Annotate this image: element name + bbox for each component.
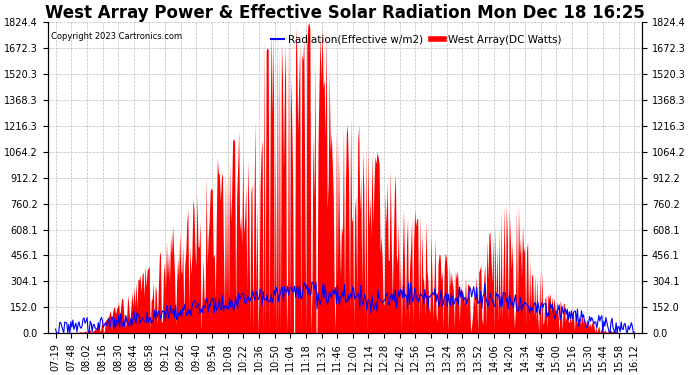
Text: Copyright 2023 Cartronics.com: Copyright 2023 Cartronics.com <box>51 32 182 40</box>
Title: West Array Power & Effective Solar Radiation Mon Dec 18 16:25: West Array Power & Effective Solar Radia… <box>45 4 645 22</box>
Legend: Radiation(Effective w/m2), West Array(DC Watts): Radiation(Effective w/m2), West Array(DC… <box>267 31 566 49</box>
